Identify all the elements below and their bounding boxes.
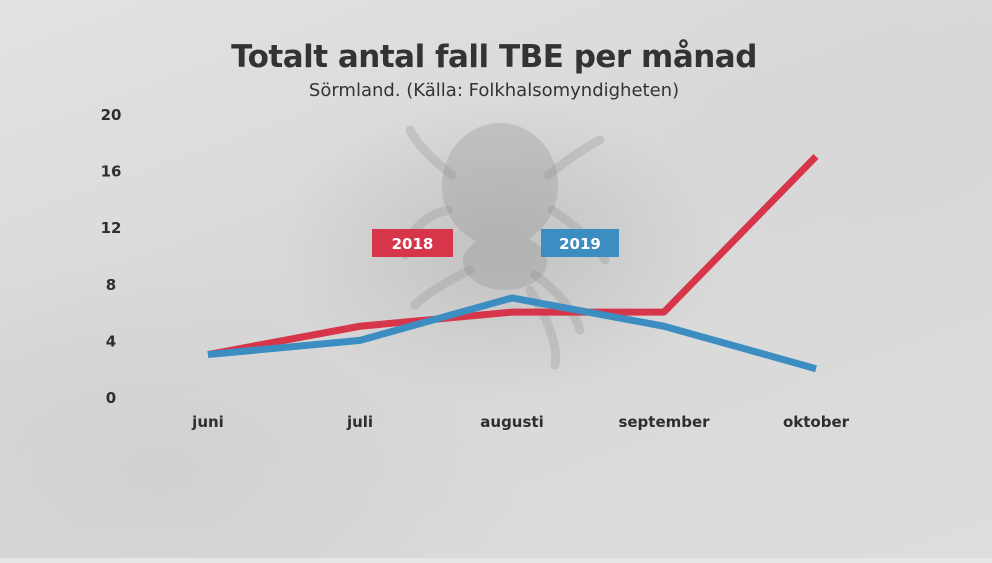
series-line-2018 <box>208 156 816 354</box>
legend-label-2019: 2019 <box>559 235 601 253</box>
series-line-2019 <box>208 298 816 369</box>
x-tick-label: september <box>618 413 710 431</box>
y-tick-label: 16 <box>101 163 122 181</box>
legend-label-2018: 2018 <box>392 235 434 253</box>
x-axis-ticks: juni juli augusti september oktober <box>191 413 849 431</box>
y-tick-label: 12 <box>101 219 122 237</box>
y-axis-ticks: 0 4 8 12 16 20 <box>101 106 122 407</box>
chart-subtitle: Sörmland. (Källa: Folkhalsomyndigheten) <box>309 80 679 101</box>
x-tick-label: juni <box>191 413 224 431</box>
y-tick-label: 4 <box>106 332 116 350</box>
legend-2018: 2018 <box>372 229 453 257</box>
series-lines <box>208 156 816 368</box>
chart-title: Totalt antal fall TBE per månad <box>231 39 757 75</box>
y-tick-label: 20 <box>101 106 122 124</box>
x-tick-label: augusti <box>480 413 543 431</box>
x-tick-label: juli <box>346 413 373 431</box>
y-tick-label: 0 <box>106 389 116 407</box>
legend-2019: 2019 <box>541 229 619 257</box>
y-tick-label: 8 <box>106 276 116 294</box>
x-tick-label: oktober <box>783 413 850 431</box>
